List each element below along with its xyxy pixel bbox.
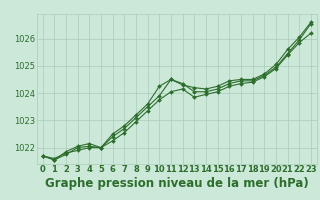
X-axis label: Graphe pression niveau de la mer (hPa): Graphe pression niveau de la mer (hPa) [45, 177, 309, 190]
